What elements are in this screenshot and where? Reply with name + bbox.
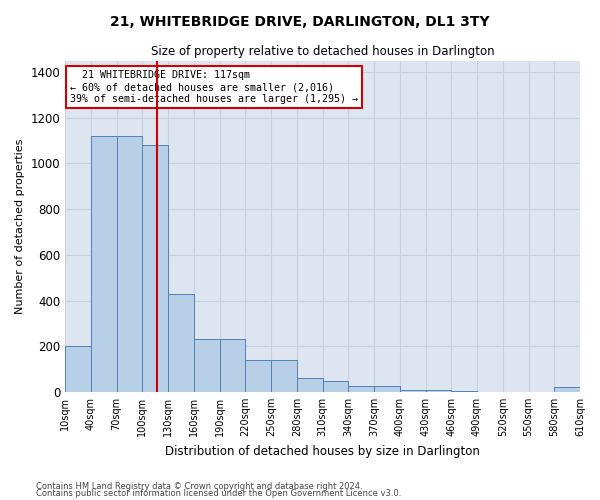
Bar bbox=[297, 378, 323, 392]
Text: Contains public sector information licensed under the Open Government Licence v3: Contains public sector information licen… bbox=[36, 490, 401, 498]
Bar bbox=[554, 388, 580, 392]
Bar bbox=[374, 386, 400, 392]
Bar bbox=[194, 340, 220, 392]
Title: Size of property relative to detached houses in Darlington: Size of property relative to detached ho… bbox=[151, 45, 494, 58]
Text: Contains HM Land Registry data © Crown copyright and database right 2024.: Contains HM Land Registry data © Crown c… bbox=[36, 482, 362, 491]
Bar bbox=[271, 360, 297, 392]
Bar bbox=[451, 391, 477, 392]
Bar bbox=[91, 136, 116, 392]
Text: 21 WHITEBRIDGE DRIVE: 117sqm
← 60% of detached houses are smaller (2,016)
39% of: 21 WHITEBRIDGE DRIVE: 117sqm ← 60% of de… bbox=[70, 70, 358, 104]
Bar bbox=[425, 390, 451, 392]
Bar bbox=[116, 136, 142, 392]
Bar bbox=[400, 390, 425, 392]
Bar bbox=[65, 346, 91, 392]
Text: 21, WHITEBRIDGE DRIVE, DARLINGTON, DL1 3TY: 21, WHITEBRIDGE DRIVE, DARLINGTON, DL1 3… bbox=[110, 15, 490, 29]
Y-axis label: Number of detached properties: Number of detached properties bbox=[15, 138, 25, 314]
Bar bbox=[168, 294, 194, 392]
Bar bbox=[142, 145, 168, 392]
Bar bbox=[323, 380, 349, 392]
Bar bbox=[220, 340, 245, 392]
X-axis label: Distribution of detached houses by size in Darlington: Distribution of detached houses by size … bbox=[165, 444, 480, 458]
Bar bbox=[245, 360, 271, 392]
Bar bbox=[349, 386, 374, 392]
